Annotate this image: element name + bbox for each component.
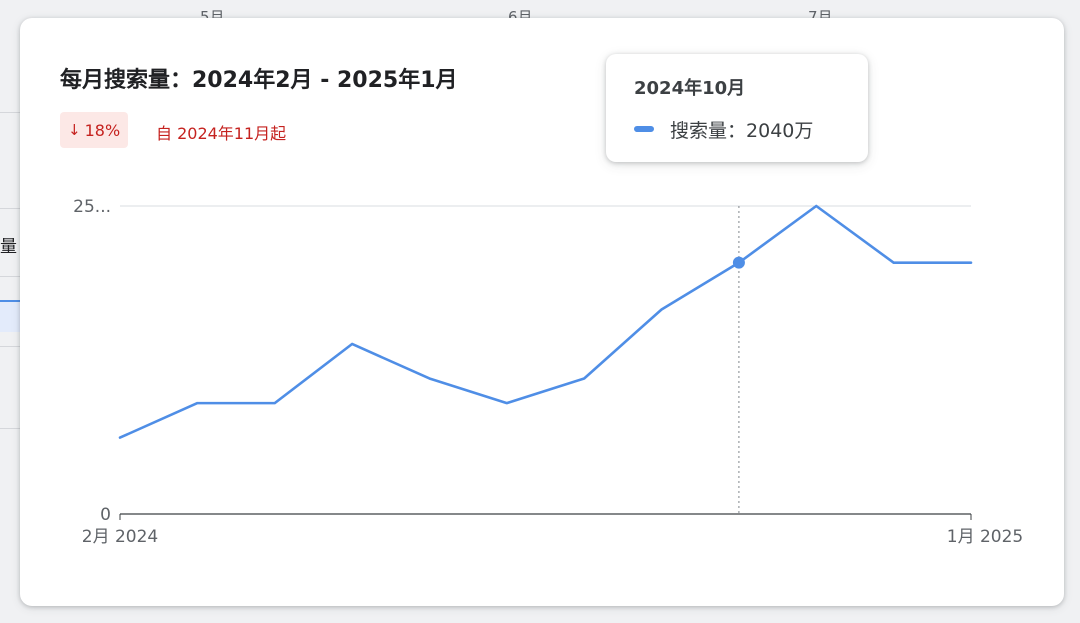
- change-percent: 18%: [84, 120, 121, 140]
- background-line-stub: [0, 300, 30, 302]
- x-tick-label: 1月 2025: [947, 527, 1023, 547]
- tooltip-value-row: 搜索量：2040万: [670, 116, 813, 143]
- tooltip-value: 2040万: [746, 120, 814, 142]
- line-chart[interactable]: 0 25... 2月 2024 1月 2025: [20, 18, 1064, 606]
- tooltip-separator: ：: [727, 120, 747, 142]
- series-line: [118, 204, 973, 439]
- change-since-text: 自 2024年11月起: [156, 124, 287, 143]
- chart-tooltip: 2024年10月 搜索量：2040万: [606, 54, 868, 162]
- y-tick-label: 0: [100, 505, 111, 525]
- card-title: 每月搜索量：2024年2月 - 2025年1月: [60, 68, 458, 93]
- search-volume-card: 每月搜索量：2024年2月 - 2025年1月 ↓ 18% 自 2024年11月…: [20, 18, 1064, 606]
- tooltip-title: 2024年10月: [634, 78, 746, 99]
- highlight-point: [732, 256, 745, 269]
- x-tick-label: 2月 2024: [82, 527, 158, 547]
- tooltip-series-swatch: [634, 126, 654, 132]
- change-badge: ↓ 18%: [60, 112, 129, 148]
- y-tick-label: 25...: [73, 197, 111, 217]
- arrow-down-icon: ↓: [68, 120, 81, 139]
- background-side-label: 量: [0, 237, 17, 257]
- tooltip-series-label: 搜索量: [670, 120, 728, 142]
